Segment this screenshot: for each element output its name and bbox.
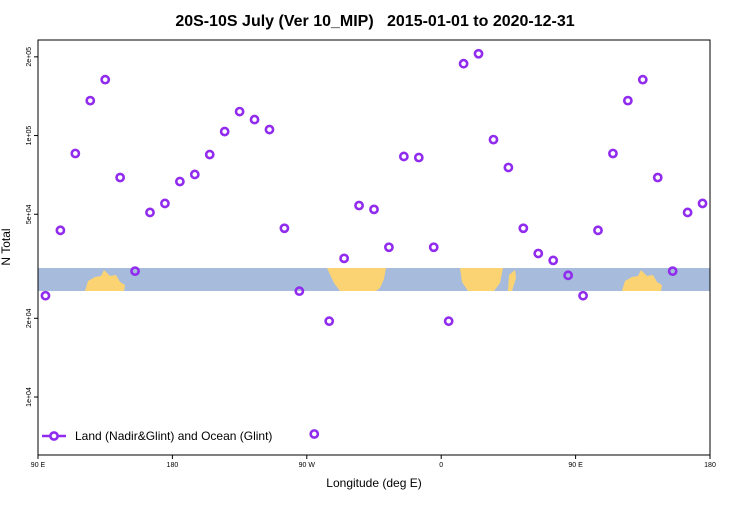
point bbox=[55, 225, 66, 236]
x-tick-label: 180 bbox=[167, 462, 179, 469]
point bbox=[697, 198, 708, 209]
x-tick-label: 90 E bbox=[568, 462, 583, 469]
series bbox=[40, 48, 708, 439]
point bbox=[279, 223, 290, 234]
point bbox=[548, 255, 559, 266]
point bbox=[85, 95, 96, 106]
point bbox=[174, 176, 185, 187]
point bbox=[398, 151, 409, 162]
point bbox=[593, 225, 603, 236]
legend-label: Land (Nadir&Glint) and Ocean (Glint) bbox=[75, 429, 272, 443]
point bbox=[219, 126, 230, 137]
point bbox=[145, 207, 155, 218]
point bbox=[384, 242, 394, 253]
point bbox=[428, 242, 439, 253]
y-tick-label: 2e+04 bbox=[26, 308, 33, 328]
point bbox=[563, 270, 574, 281]
point bbox=[443, 316, 454, 327]
y-tick-label: 5e+04 bbox=[26, 204, 33, 224]
plot-frame bbox=[37, 39, 711, 456]
point bbox=[667, 266, 678, 277]
y-tick-label: 1e+05 bbox=[26, 126, 33, 146]
point bbox=[309, 429, 320, 439]
point bbox=[324, 316, 335, 327]
point bbox=[204, 149, 215, 160]
x-tick-label: 0 bbox=[439, 462, 443, 469]
point bbox=[473, 48, 484, 59]
point bbox=[458, 58, 469, 69]
point bbox=[294, 286, 305, 297]
point bbox=[652, 172, 663, 183]
point bbox=[339, 253, 350, 264]
x-tick-label: 90 W bbox=[299, 462, 316, 469]
point bbox=[249, 114, 260, 125]
point bbox=[189, 169, 200, 180]
point bbox=[160, 198, 170, 209]
point bbox=[70, 148, 81, 159]
y-axis-label: N Total bbox=[0, 228, 13, 265]
point bbox=[354, 200, 364, 211]
y-tick-label: 2e+05 bbox=[26, 47, 33, 67]
x-tick-label: 180 bbox=[704, 462, 716, 469]
point bbox=[488, 134, 499, 145]
point bbox=[637, 74, 648, 85]
point bbox=[608, 148, 618, 159]
x-tick-label: 90 E bbox=[31, 462, 46, 469]
point bbox=[130, 266, 140, 277]
x-axis-label: Longitude (deg E) bbox=[326, 476, 421, 490]
y-tick-label: 1e+04 bbox=[26, 387, 33, 407]
chart-title: 20S-10S July (Ver 10_MIP) 2015-01-01 to … bbox=[175, 13, 574, 30]
point bbox=[413, 152, 424, 163]
point bbox=[369, 204, 379, 215]
land-ocean-band bbox=[38, 268, 710, 291]
point bbox=[503, 162, 514, 173]
point bbox=[578, 290, 588, 301]
point bbox=[115, 172, 126, 183]
point bbox=[100, 74, 111, 85]
point bbox=[622, 95, 633, 106]
point bbox=[518, 223, 529, 234]
point bbox=[533, 248, 544, 259]
legend-marker bbox=[49, 431, 59, 441]
point bbox=[682, 207, 693, 218]
point bbox=[234, 106, 245, 117]
point bbox=[40, 290, 51, 301]
point bbox=[264, 124, 275, 135]
